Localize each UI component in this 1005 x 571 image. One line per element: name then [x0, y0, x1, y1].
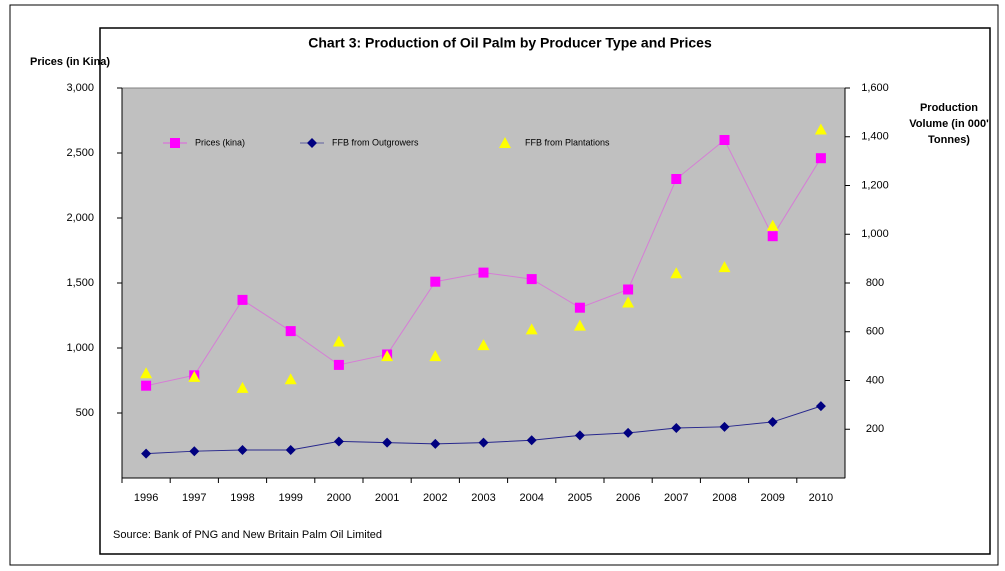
marker [573, 319, 586, 331]
legend-label: FFB from Outgrowers [332, 137, 419, 147]
chart-title: Chart 3: Production of Oil Palm by Produ… [308, 35, 712, 51]
marker [815, 401, 826, 412]
y2-tick-label: 200 [866, 423, 884, 435]
x-tick-label: 2001 [375, 492, 399, 504]
x-tick-label: 1999 [278, 492, 302, 504]
marker [671, 174, 682, 184]
x-tick-label: 2004 [519, 492, 543, 504]
marker [237, 444, 248, 455]
y2-axis-label: Production Volume (in 000' Tonnes) [909, 102, 989, 146]
marker [767, 231, 778, 242]
marker [189, 446, 200, 457]
marker [333, 359, 344, 370]
y2-tick-label: 1,200 [861, 179, 889, 191]
marker [622, 296, 635, 308]
y-tick-label: 1,000 [66, 342, 94, 354]
marker [574, 302, 585, 313]
marker [671, 423, 682, 434]
marker [815, 153, 826, 164]
marker [718, 261, 731, 273]
x-tick-label: 1998 [230, 492, 254, 504]
x-tick-label: 2002 [423, 492, 447, 504]
marker [526, 435, 537, 446]
marker [478, 267, 489, 278]
marker [284, 373, 297, 385]
marker [719, 421, 730, 432]
x-tick-label: 2006 [616, 492, 640, 504]
marker [237, 294, 248, 305]
marker [766, 219, 779, 231]
legend-label: FFB from Plantations [525, 137, 610, 147]
marker [477, 339, 490, 351]
legend-label: Prices (kina) [195, 137, 245, 147]
marker [332, 335, 345, 347]
marker [188, 370, 201, 382]
x-tick-label: 1997 [182, 492, 206, 504]
y-tick-label: 3,000 [66, 82, 94, 94]
marker [141, 448, 152, 459]
x-tick-label: 2008 [712, 492, 736, 504]
x-tick-label: 2003 [471, 492, 495, 504]
marker [719, 135, 730, 145]
marker [170, 138, 180, 148]
y2-tick-label: 800 [866, 277, 884, 289]
y-tick-label: 2,500 [66, 147, 94, 159]
marker [285, 326, 296, 337]
marker [429, 350, 442, 362]
marker [430, 276, 441, 287]
marker [670, 267, 683, 279]
y2-tick-label: 400 [866, 374, 884, 386]
marker [236, 381, 249, 393]
y2-tick-label: 600 [866, 326, 884, 338]
y-tick-label: 2,000 [66, 212, 94, 224]
y2-tick-label: 1,400 [861, 131, 889, 143]
marker [382, 437, 393, 448]
x-tick-label: 2009 [760, 492, 784, 504]
marker [307, 138, 317, 148]
x-tick-label: 2007 [664, 492, 688, 504]
x-tick-label: 1996 [134, 492, 158, 504]
marker [574, 430, 585, 441]
y2-tick-label: 1,600 [861, 82, 889, 94]
marker [285, 444, 296, 455]
x-tick-label: 2000 [327, 492, 351, 504]
marker [526, 274, 537, 285]
marker [140, 367, 153, 379]
y-tick-label: 1,500 [66, 277, 94, 289]
marker [499, 137, 511, 148]
source: Source: Bank of PNG and New Britain Palm… [113, 529, 382, 541]
marker [767, 416, 778, 427]
marker [814, 123, 827, 135]
marker [623, 284, 634, 295]
outer-frame [9, 4, 999, 566]
y2-tick-label: 1,000 [861, 228, 889, 240]
marker [623, 427, 634, 438]
plot-area [121, 87, 846, 479]
marker [430, 438, 441, 449]
marker [141, 380, 152, 391]
marker [478, 437, 489, 448]
y-axis-label: Prices (in Kina) [30, 56, 110, 68]
marker [381, 350, 394, 362]
y-tick-label: 500 [76, 407, 94, 419]
x-tick-label: 2010 [809, 492, 833, 504]
x-tick-label: 2005 [568, 492, 592, 504]
marker [333, 436, 344, 447]
marker [525, 323, 538, 335]
